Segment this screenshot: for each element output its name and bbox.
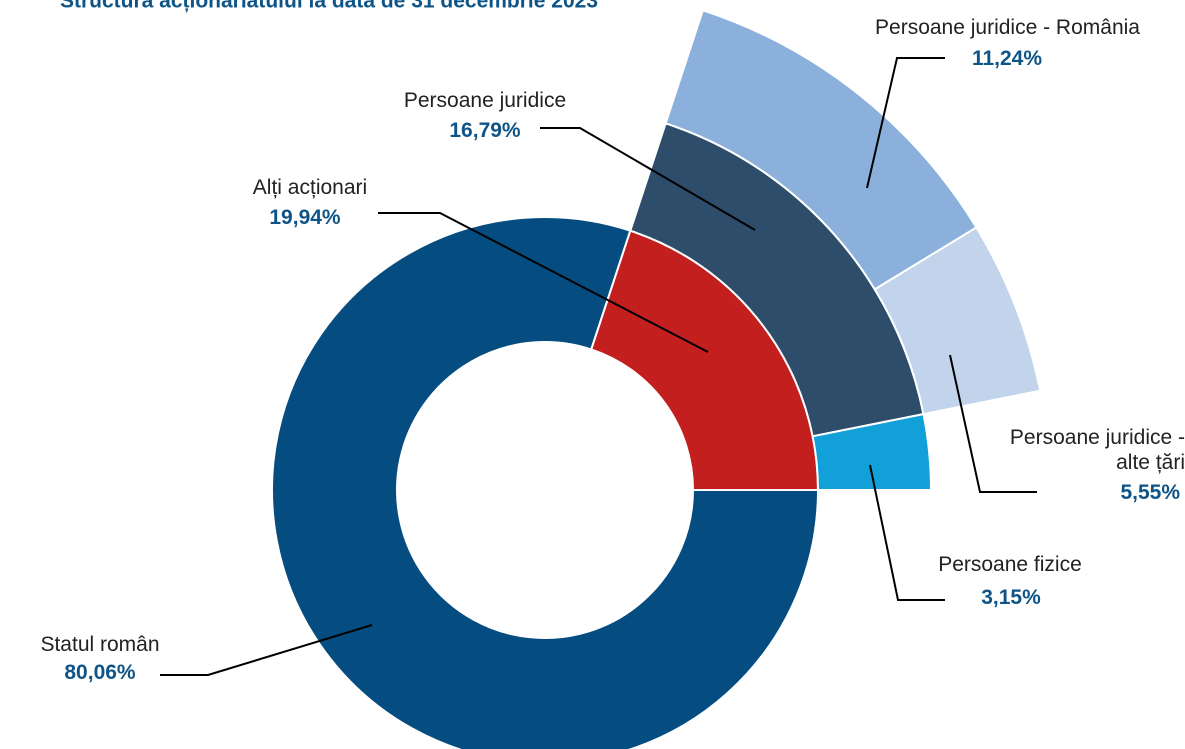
leader-line: [869, 464, 945, 601]
chart-title: Structura acționariatului la data de 31 …: [60, 0, 598, 13]
leader-line: [378, 212, 709, 353]
segment-label: Statul român: [40, 633, 160, 656]
segment: [873, 226, 1042, 416]
value-label: 5,55%: [1120, 481, 1180, 504]
value-label: 80,06%: [64, 661, 136, 684]
segment-label: Persoane juridice: [403, 89, 567, 112]
segment-label: Alți acționari: [252, 176, 368, 199]
leader-line: [540, 127, 756, 231]
value-label: 3,15%: [981, 586, 1041, 609]
segment-label: Persoane juridice - România: [875, 16, 1140, 39]
value-label: 16,79%: [449, 119, 521, 142]
segment-label: Persoane fizice: [938, 553, 1082, 576]
value-label: 11,24%: [971, 47, 1043, 70]
segment-label: Persoane juridice - alte țări: [1009, 426, 1185, 474]
leader-line: [949, 354, 1037, 493]
segment: [271, 216, 820, 749]
leader-line: [866, 57, 945, 189]
value-label: 19,94%: [269, 206, 341, 229]
leader-line: [160, 624, 373, 676]
